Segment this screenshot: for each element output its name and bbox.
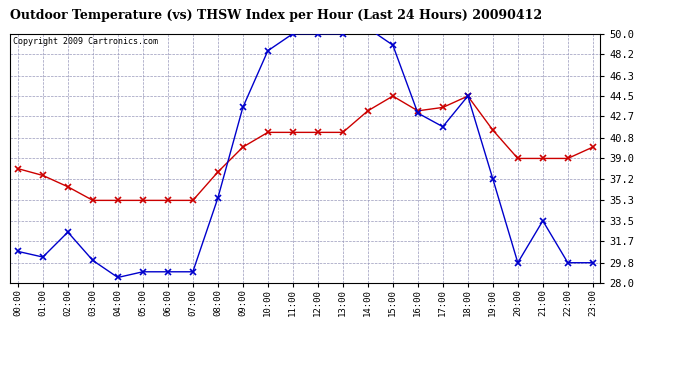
- Text: Outdoor Temperature (vs) THSW Index per Hour (Last 24 Hours) 20090412: Outdoor Temperature (vs) THSW Index per …: [10, 9, 542, 22]
- Text: Copyright 2009 Cartronics.com: Copyright 2009 Cartronics.com: [13, 38, 158, 46]
